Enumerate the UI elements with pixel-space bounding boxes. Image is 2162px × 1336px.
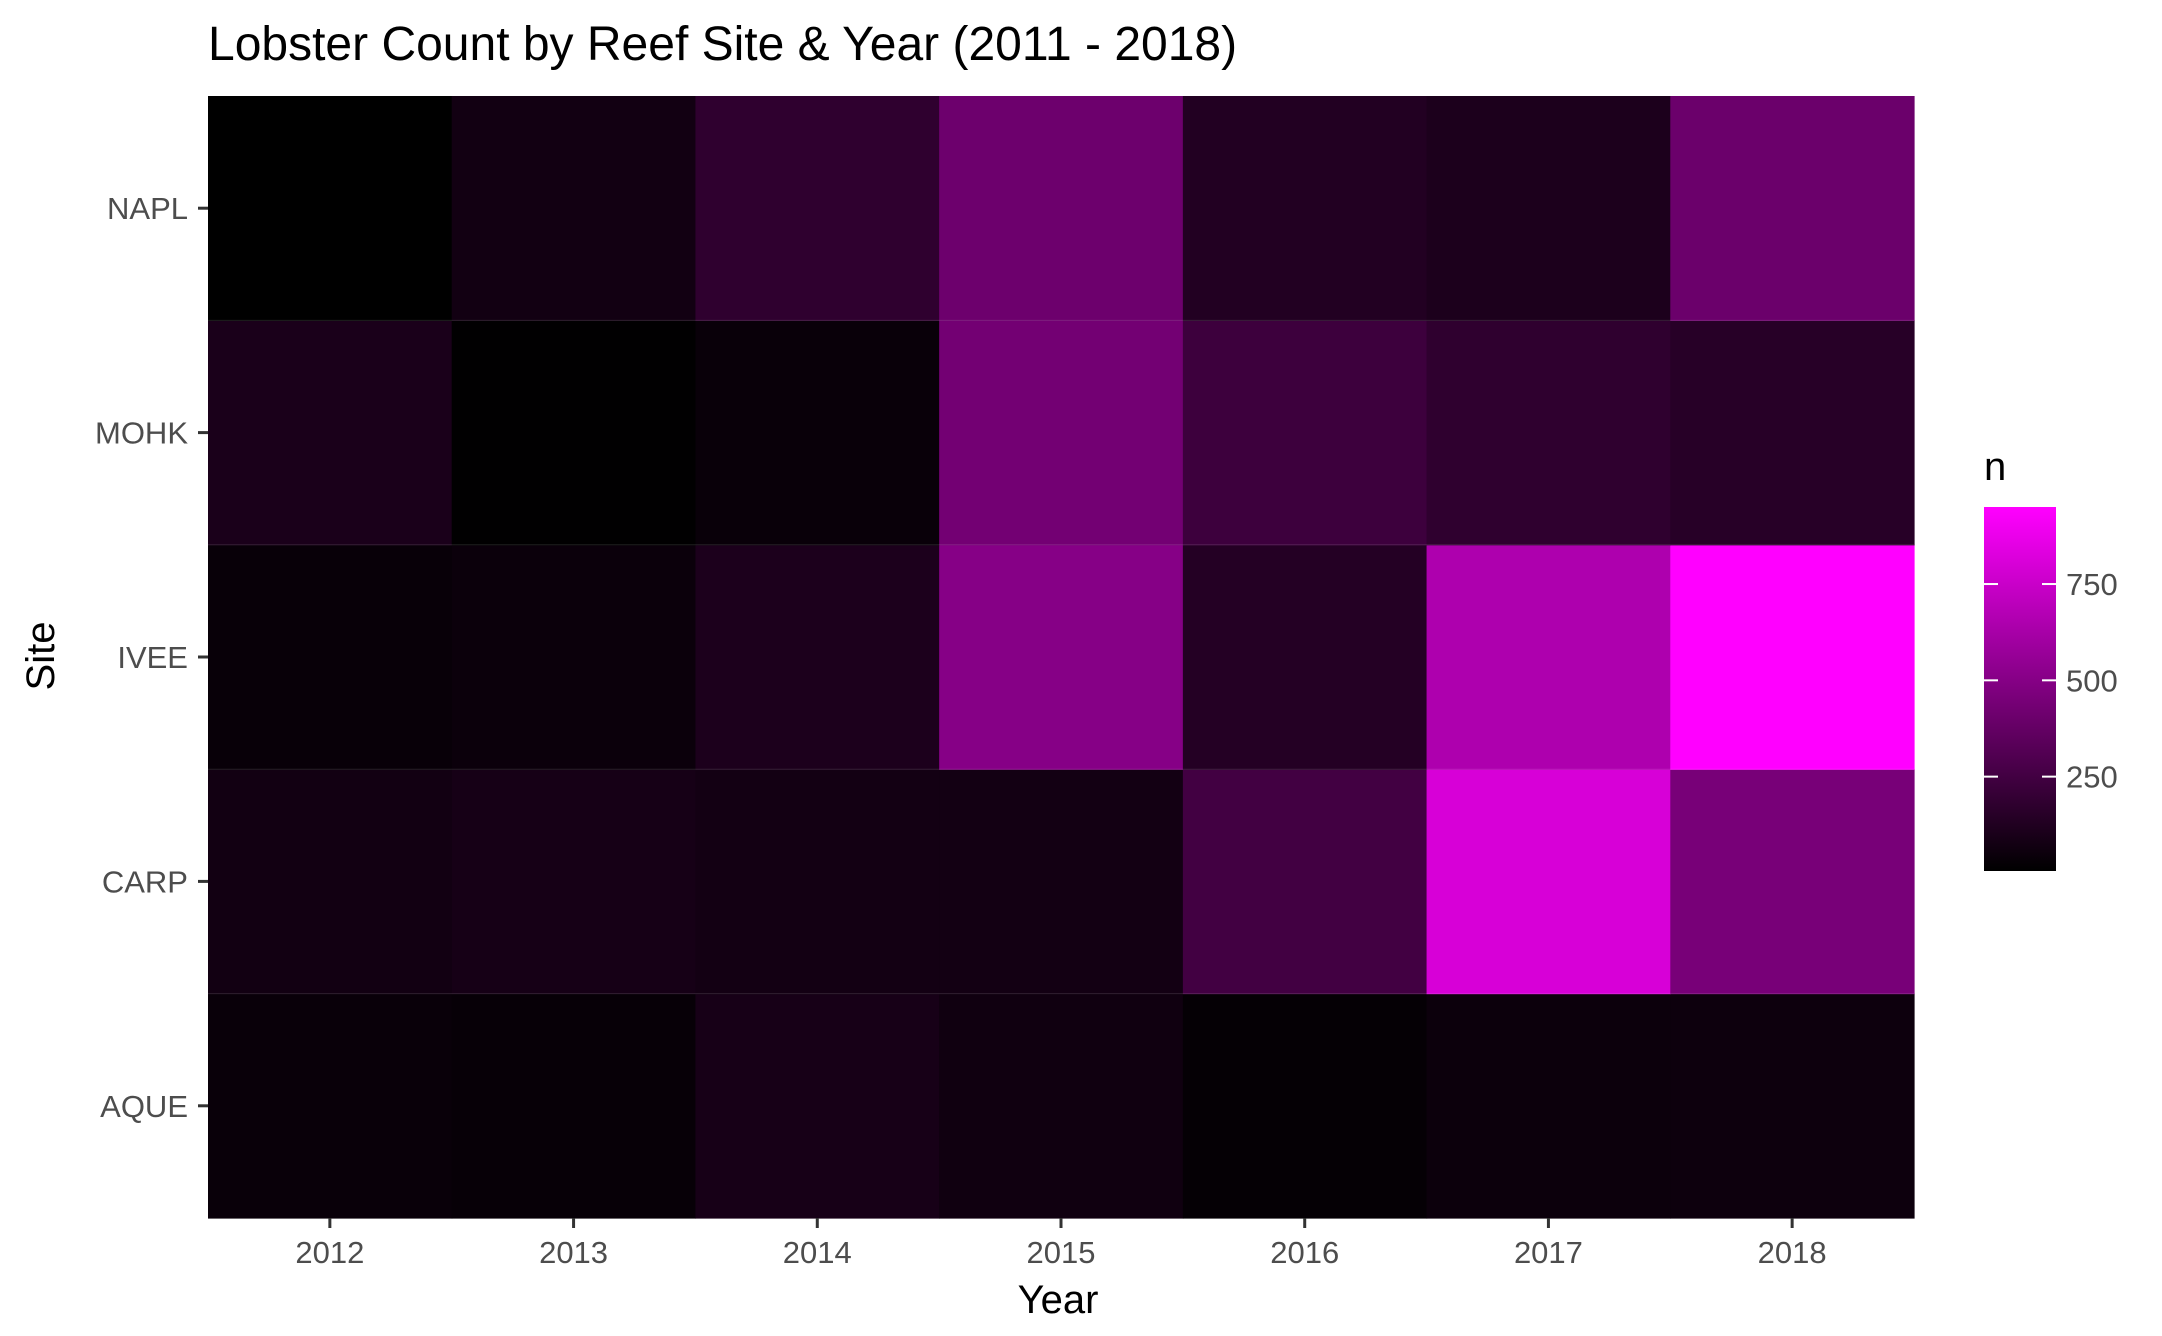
heatmap-cell-aque-2012 bbox=[208, 993, 453, 1219]
heatmap-cell-carp-2017 bbox=[1426, 769, 1671, 995]
heatmap-cell-ivee-2017 bbox=[1426, 544, 1671, 770]
heatmap-cell-aque-2014 bbox=[695, 993, 940, 1219]
heatmap-cell-napl-2012 bbox=[208, 96, 453, 321]
legend-label-500: 500 bbox=[2066, 663, 2118, 698]
heatmap-cells bbox=[208, 96, 1915, 1219]
heatmap-cell-ivee-2013 bbox=[451, 544, 697, 770]
heatmap-cell-aque-2018 bbox=[1670, 993, 1915, 1219]
heatmap-cell-mohk-2012 bbox=[208, 320, 453, 546]
x-tick-label-2018: 2018 bbox=[1758, 1235, 1827, 1270]
heatmap-cell-carp-2016 bbox=[1182, 769, 1428, 995]
x-axis-title: Year bbox=[1018, 1278, 1099, 1322]
x-tick-label-2016: 2016 bbox=[1270, 1235, 1339, 1270]
y-tick-label-ivee: IVEE bbox=[117, 640, 188, 675]
y-axis: AQUE CARP IVEE MOHK NAPL bbox=[95, 191, 208, 1124]
heatmap-cell-ivee-2014 bbox=[695, 544, 940, 770]
x-tick-label-2017: 2017 bbox=[1514, 1235, 1583, 1270]
heatmap-cell-aque-2013 bbox=[451, 993, 697, 1219]
heatmap-cell-napl-2015 bbox=[939, 96, 1184, 321]
heatmap-cell-ivee-2018 bbox=[1670, 544, 1915, 770]
heatmap-cell-mohk-2013 bbox=[451, 320, 697, 546]
heatmap-cell-napl-2017 bbox=[1426, 96, 1671, 321]
heatmap-cell-mohk-2017 bbox=[1426, 320, 1671, 546]
y-tick-label-mohk: MOHK bbox=[95, 416, 188, 451]
y-tick-label-napl: NAPL bbox=[107, 191, 188, 226]
x-tick-label-2013: 2013 bbox=[539, 1235, 608, 1270]
color-legend: n 250 500 750 bbox=[1984, 445, 2118, 871]
heatmap-cell-mohk-2016 bbox=[1182, 320, 1428, 546]
heatmap-cell-ivee-2015 bbox=[939, 544, 1184, 770]
heatmap-cell-napl-2013 bbox=[451, 96, 697, 321]
y-axis-title: Site bbox=[19, 622, 63, 691]
chart-title: Lobster Count by Reef Site & Year (2011 … bbox=[208, 18, 1237, 71]
heatmap-cell-napl-2016 bbox=[1182, 96, 1428, 321]
heatmap-cell-aque-2015 bbox=[939, 993, 1184, 1219]
x-tick-label-2014: 2014 bbox=[783, 1235, 852, 1270]
heatmap-cell-carp-2013 bbox=[451, 769, 697, 995]
heatmap-cell-mohk-2018 bbox=[1670, 320, 1915, 546]
heatmap-cell-carp-2015 bbox=[939, 769, 1184, 995]
heatmap-cell-mohk-2015 bbox=[939, 320, 1184, 546]
heatmap-cell-ivee-2012 bbox=[208, 544, 453, 770]
y-tick-label-aque: AQUE bbox=[100, 1089, 188, 1124]
x-tick-label-2015: 2015 bbox=[1027, 1235, 1096, 1270]
heatmap-cell-napl-2018 bbox=[1670, 96, 1915, 321]
heatmap-cell-carp-2012 bbox=[208, 769, 453, 995]
heatmap-cell-mohk-2014 bbox=[695, 320, 940, 546]
legend-color-bar bbox=[1984, 507, 2056, 871]
legend-title: n bbox=[1984, 445, 2006, 489]
heatmap-cell-ivee-2016 bbox=[1182, 544, 1428, 770]
heatmap-cell-napl-2014 bbox=[695, 96, 940, 321]
heatmap-cell-carp-2018 bbox=[1670, 769, 1915, 995]
legend-label-750: 750 bbox=[2066, 567, 2118, 602]
heatmap-cell-aque-2017 bbox=[1426, 993, 1671, 1219]
y-tick-label-carp: CARP bbox=[102, 864, 188, 899]
heatmap-cell-aque-2016 bbox=[1182, 993, 1428, 1219]
heatmap-cell-carp-2014 bbox=[695, 769, 940, 995]
x-axis: 2012 2013 2014 2015 2016 2017 2018 bbox=[295, 1218, 1827, 1270]
legend-label-250: 250 bbox=[2066, 760, 2118, 795]
x-tick-label-2012: 2012 bbox=[295, 1235, 364, 1270]
